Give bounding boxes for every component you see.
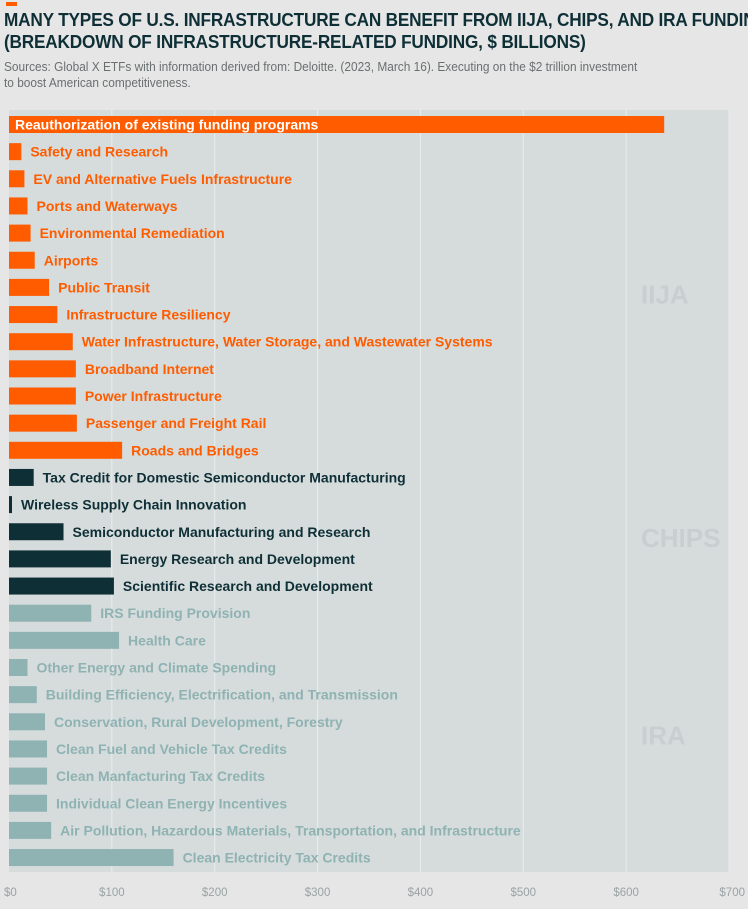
source-line1: Sources: Global X ETFs with information …: [4, 59, 638, 74]
bar-label: Ports and Waterways: [37, 198, 178, 214]
bar-label: Building Efficiency, Electrification, an…: [46, 687, 398, 703]
bar: [9, 116, 665, 133]
bar: [9, 767, 48, 785]
bar: [9, 278, 50, 296]
bar-label: Broadband Internet: [85, 361, 214, 377]
bar: [9, 360, 76, 378]
source-note: Sources: Global X ETFs with information …: [4, 59, 742, 90]
bar: [9, 577, 114, 595]
x-tick-label: $0: [4, 887, 17, 899]
bar-label: Reauthorization of existing funding prog…: [15, 117, 319, 133]
bar-label: Clean Electricity Tax Credits: [183, 850, 371, 866]
bar: [9, 794, 48, 812]
bar-label: Individual Clean Energy Incentives: [56, 795, 287, 811]
bar-label: Clean Manfacturing Tax Credits: [56, 768, 265, 784]
bar-label: Wireless Supply Chain Innovation: [21, 497, 246, 513]
bar-label: Other Energy and Climate Spending: [37, 660, 277, 676]
bar-label: Airports: [44, 252, 99, 268]
bar: [9, 740, 48, 758]
x-tick-label: $100: [99, 887, 125, 899]
x-tick-label: $300: [305, 887, 331, 899]
bar: [9, 523, 64, 541]
bar: [9, 686, 37, 704]
chart-subtitle: (BREAKDOWN OF INFRASTRUCTURE-RELATED FUN…: [4, 31, 586, 52]
chart-title: MANY TYPES OF U.S. INFRASTRUCTURE CAN BE…: [4, 9, 748, 53]
bar-label: Water Infrastructure, Water Storage, and…: [82, 334, 493, 350]
x-tick-label: $600: [613, 887, 639, 899]
x-tick-label: $200: [202, 887, 228, 899]
bar-label: Environmental Remediation: [40, 225, 225, 241]
bar: [9, 224, 31, 242]
bar: [9, 251, 35, 269]
bar-label: Scientific Research and Development: [123, 578, 373, 594]
bar: [9, 306, 58, 324]
bar: [9, 333, 73, 351]
bar-label: Conservation, Rural Development, Forestr…: [54, 714, 343, 730]
x-tick-label: $700: [719, 887, 745, 899]
bar: [9, 441, 123, 459]
bar: [9, 550, 111, 568]
group-label: IIJA: [641, 279, 689, 309]
x-tick-label: $400: [408, 887, 434, 899]
accent-mark: [6, 2, 17, 6]
bar-label: Power Infrastructure: [85, 388, 222, 404]
bar: [9, 604, 92, 622]
bar-label: Clean Fuel and Vehicle Tax Credits: [56, 741, 287, 757]
chart-title-line1: MANY TYPES OF U.S. INFRASTRUCTURE CAN BE…: [4, 9, 748, 30]
group-label: CHIPS: [641, 523, 720, 553]
bar: [9, 821, 52, 839]
bar: [9, 414, 77, 432]
bar-label: Health Care: [128, 632, 206, 648]
bar-label: Tax Credit for Domestic Semiconductor Ma…: [43, 469, 406, 485]
bar: [9, 496, 12, 514]
bar: [9, 631, 120, 649]
bar: [9, 387, 76, 405]
plot-area: [9, 110, 729, 872]
group-label: IRA: [641, 720, 686, 750]
bar-label: EV and Alternative Fuels Infrastructure: [33, 171, 292, 187]
bar-label: Roads and Bridges: [131, 442, 259, 458]
bar: [9, 170, 25, 188]
bar-label: Infrastructure Resiliency: [66, 307, 230, 323]
bar-label: Safety and Research: [30, 144, 168, 160]
bar-label: Energy Research and Development: [120, 551, 355, 567]
bar: [9, 713, 45, 731]
bar: [9, 849, 174, 867]
bar: [9, 659, 28, 676]
source-line2: to boost American competitiveness.: [4, 74, 191, 90]
bar-label: Passenger and Freight Rail: [86, 415, 267, 431]
bar: [9, 197, 28, 215]
bar: [9, 468, 34, 486]
bar-label: Public Transit: [58, 279, 150, 295]
bar-label: Air Pollution, Hazardous Materials, Tran…: [60, 822, 521, 838]
bar: [9, 143, 22, 161]
bar-label: IRS Funding Provision: [100, 605, 250, 621]
bar-label: Semiconductor Manufacturing and Research: [73, 524, 371, 540]
x-tick-label: $500: [510, 887, 536, 899]
